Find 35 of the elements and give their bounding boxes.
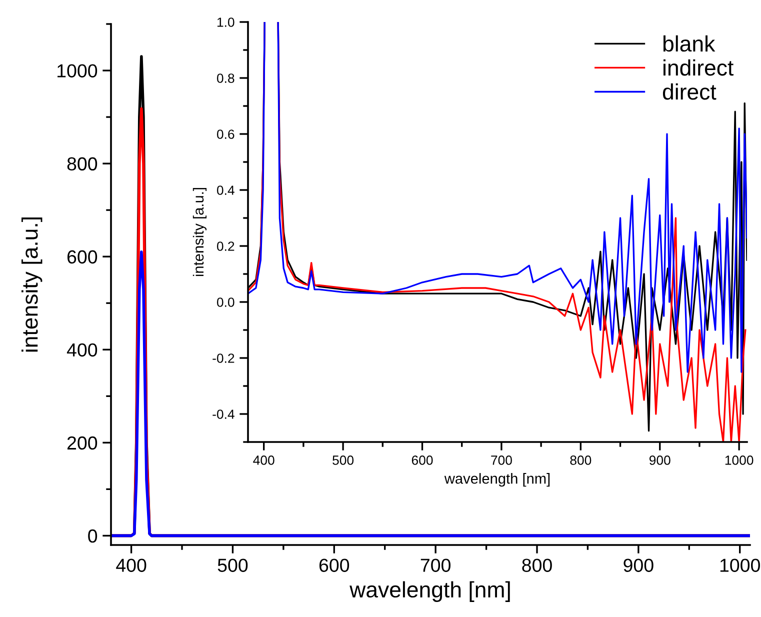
x-axis-title: wavelength [nm] (444, 473, 550, 487)
y-tick-label: 0 (88, 529, 98, 543)
y-tick-label: 0.8 (216, 74, 234, 83)
x-tick-label: 600 (412, 456, 433, 465)
y-tick-label: 0.4 (216, 186, 234, 195)
x-tick-label: 900 (649, 456, 670, 465)
y-tick-label: 1.0 (217, 18, 234, 27)
y-tick-label: -0.2 (212, 354, 234, 363)
x-tick-label: 1000 (725, 456, 754, 465)
y-tick-label: 800 (67, 157, 98, 171)
x-tick-label: 800 (570, 456, 592, 465)
x-tick-label: 900 (624, 558, 654, 572)
y-tick-label: 0.0 (216, 298, 234, 307)
x-tick-label: 500 (218, 558, 248, 572)
x-tick-label: 400 (116, 558, 146, 572)
x-tick-label: 500 (332, 456, 354, 465)
y-tick-label: 1000 (58, 64, 98, 78)
x-tick-label: 1000 (720, 558, 760, 572)
y-tick-label: 200 (67, 436, 98, 450)
x-tick-label: 700 (491, 456, 512, 465)
x-tick-label: 400 (253, 456, 274, 465)
y-tick-label: 0.2 (216, 242, 234, 251)
x-tick-label: 700 (420, 558, 450, 572)
y-tick-label: 400 (66, 343, 98, 357)
x-tick-label: 600 (319, 558, 350, 572)
legend-label: blank (663, 35, 716, 52)
y-axis-title: intensity [a.u.] (21, 218, 42, 352)
y-axis-title: intensity [a.u.] (192, 188, 207, 276)
x-tick-label: 800 (522, 558, 552, 572)
legend-label: direct (662, 83, 716, 100)
legend-label: indirect (664, 59, 734, 76)
x-axis-title: wavelength [nm] (350, 581, 510, 602)
y-tick-label: 0.6 (216, 130, 234, 139)
y-tick-label: 600 (67, 250, 98, 264)
y-tick-label: -0.4 (212, 410, 234, 419)
